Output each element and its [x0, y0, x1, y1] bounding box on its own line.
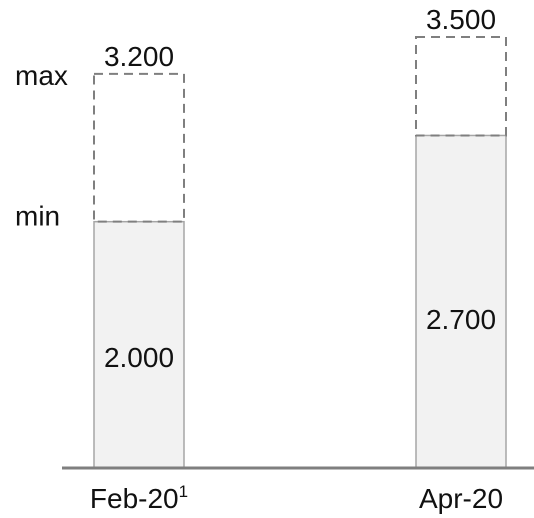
min-bar — [416, 135, 506, 468]
value-label-max: 3.500 — [426, 4, 496, 35]
x-tick-label-text: Feb-20 — [90, 483, 179, 514]
value-label-max: 3.200 — [104, 41, 174, 72]
min-level-label: min — [15, 201, 60, 232]
bars-layer — [94, 37, 506, 468]
value-label-min: 2.700 — [426, 304, 496, 335]
footnote-marker: 1 — [179, 482, 188, 501]
max-range-bar — [94, 74, 184, 222]
max-range-bar — [416, 37, 506, 136]
x-tick-label: Apr-20 — [419, 483, 503, 514]
x-tick-label-text: Apr-20 — [419, 483, 503, 514]
value-label-min: 2.000 — [104, 342, 174, 373]
max-level-label: max — [15, 60, 68, 91]
x-tick-label: Feb-201 — [90, 482, 188, 514]
